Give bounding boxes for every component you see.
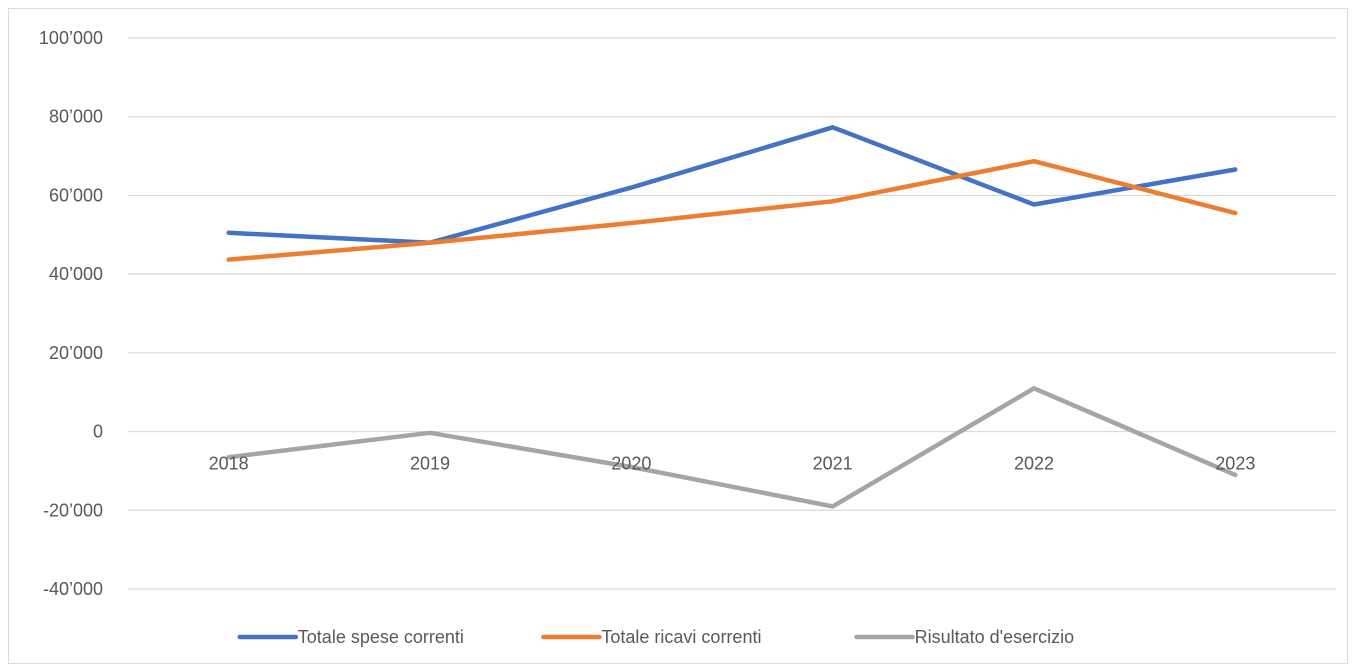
series-line-1 [226, 125, 1238, 245]
x-tick-label: 2019 [410, 454, 450, 474]
x-axis-tick-labels: 2018 2019 2020 2021 2022 2023 [209, 454, 1256, 474]
x-tick-label: 2018 [209, 454, 249, 474]
x-tick-label: 2023 [1215, 454, 1255, 474]
legend: Totale spese correnti Totale ricavi corre… [237, 627, 1075, 647]
y-tick-label: 0 [93, 422, 103, 442]
x-tick-label: 2022 [1014, 454, 1054, 474]
y-tick-label: 40’000 [49, 264, 103, 284]
series-lines [226, 125, 1238, 509]
x-tick-label: 2020 [611, 454, 651, 474]
legend-label: Totale ricavi correnti [601, 627, 761, 647]
y-tick-label: 100’000 [39, 28, 103, 48]
chart-frame [8, 8, 1348, 664]
y-tick-label: -20’000 [43, 500, 103, 520]
gridlines [128, 37, 1336, 590]
y-tick-label: 60’000 [49, 185, 103, 205]
y-tick-label: 80’000 [49, 107, 103, 127]
legend-label: Risultato d'esercizio [915, 627, 1075, 647]
x-tick-label: 2021 [813, 454, 853, 474]
series-line-2 [226, 158, 1238, 262]
series-line-3 [226, 386, 1238, 509]
y-tick-label: 20’000 [49, 343, 103, 363]
legend-label: Totale spese correnti [298, 627, 464, 647]
y-tick-label: -40’000 [43, 579, 103, 599]
y-axis-tick-labels: 100’000 80’000 60’000 40’000 20’000 0 -20’000 -… [39, 28, 103, 599]
